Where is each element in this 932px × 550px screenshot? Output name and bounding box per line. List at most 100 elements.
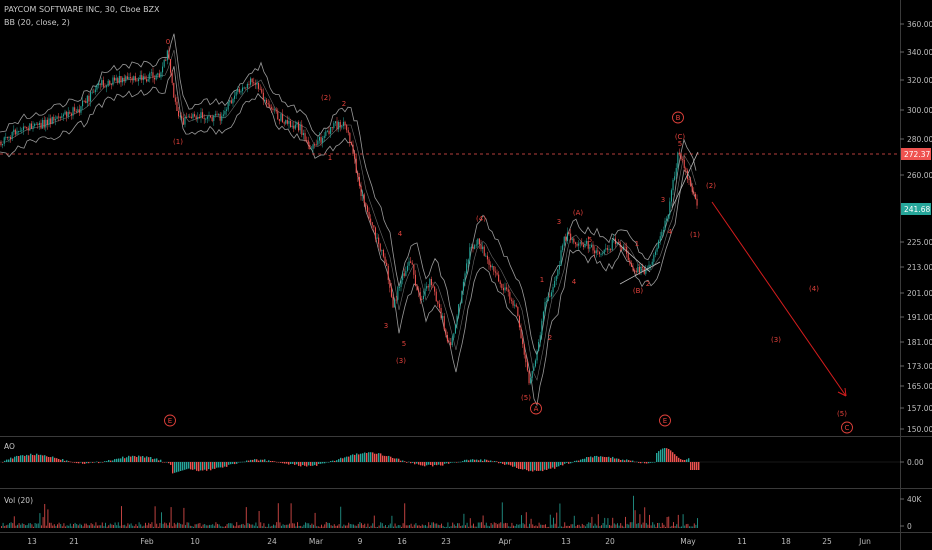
volume-bar [602,523,604,528]
ao-bar [16,455,18,462]
bollinger-upper-band [0,33,697,357]
ao-bar [350,455,352,462]
volume-bar [89,525,90,528]
volume-bar [404,503,406,528]
candle [435,291,437,302]
wave-label-circle [164,414,176,427]
ao-bar [430,462,432,465]
volume-bar [575,526,577,528]
ao-bar [568,462,570,464]
ao-bar [490,460,492,462]
volume-bar [581,523,583,528]
volume-bar [60,524,62,528]
ao-bar [176,462,178,473]
volume-bar [591,516,593,528]
ao-bar [254,459,256,462]
candle [75,111,77,112]
ao-bar [10,457,12,462]
ao-bar [472,459,474,462]
candle [154,77,156,80]
ao-bar [426,462,428,466]
volume-bar [477,522,479,528]
candle [662,230,664,232]
volume-bar [117,522,119,528]
volume-bar [109,523,111,528]
volume-bar [474,526,476,528]
candle [387,266,389,281]
candle [278,119,280,121]
candle [294,124,296,129]
candle [227,102,229,110]
ao-bar [558,462,560,467]
volume-bar [597,514,599,528]
volume-bar [377,527,378,528]
candle [651,261,653,265]
candle [102,80,104,87]
volume-bar [260,522,262,528]
volume-bar [532,524,534,528]
volume-bar [95,522,97,528]
volume-bar [298,526,300,528]
volume-bar [282,524,284,528]
volume-bar [649,514,650,528]
volume-bar [226,524,228,528]
candle [453,333,455,338]
volume-bar [9,523,10,528]
ao-bar [592,457,594,462]
bollinger-legend[interactable]: BB (20, close, 2) [4,18,70,27]
ao-bar [178,462,180,472]
volume-bar [157,526,159,528]
candle [181,116,183,118]
volume-bar [551,524,553,528]
volume-bar [613,523,615,528]
candle [282,113,284,123]
candle [365,203,367,206]
volume-bar [324,524,326,528]
volume-bar [10,522,12,528]
candle [522,338,524,345]
ao-bar [210,462,212,471]
price-tick-label: 165.00 [907,382,932,391]
volume-bar [55,526,57,528]
volume-bar [7,524,9,528]
ao-bar [654,462,656,463]
volume-bar [341,526,343,528]
candle [445,329,447,335]
ao-bar [480,459,482,462]
candle [534,360,536,367]
candle [648,264,650,269]
volume-bar [335,525,337,528]
candle [357,172,359,177]
candle [624,246,626,248]
wave-label: 2 [548,334,552,342]
candle [139,75,141,80]
volume-bar [682,514,684,528]
candle [515,304,517,307]
ao-bar [698,462,700,470]
candle [162,66,164,73]
ao-bar [316,462,318,466]
volume-bar [429,525,431,528]
candle [314,144,316,146]
ao-bar [116,458,118,462]
candle [267,103,269,105]
ao-pane-label[interactable]: AO [4,442,15,451]
volume-bar [666,517,668,528]
ao-bar [246,460,248,462]
candle [298,122,300,131]
ao-bar [8,459,10,462]
volume-bar [309,525,311,528]
volume-bar [332,525,334,528]
volume-bar [476,526,478,528]
candle [262,92,264,101]
volume-bar [361,523,362,528]
candle [446,335,448,342]
candle [680,153,682,160]
volume-bar [634,510,636,528]
ao-bar [656,453,658,462]
volume-pane-label[interactable]: Vol (20) [4,496,34,505]
volume-bar [559,503,561,528]
ao-bar [164,462,166,463]
candle [85,101,87,104]
